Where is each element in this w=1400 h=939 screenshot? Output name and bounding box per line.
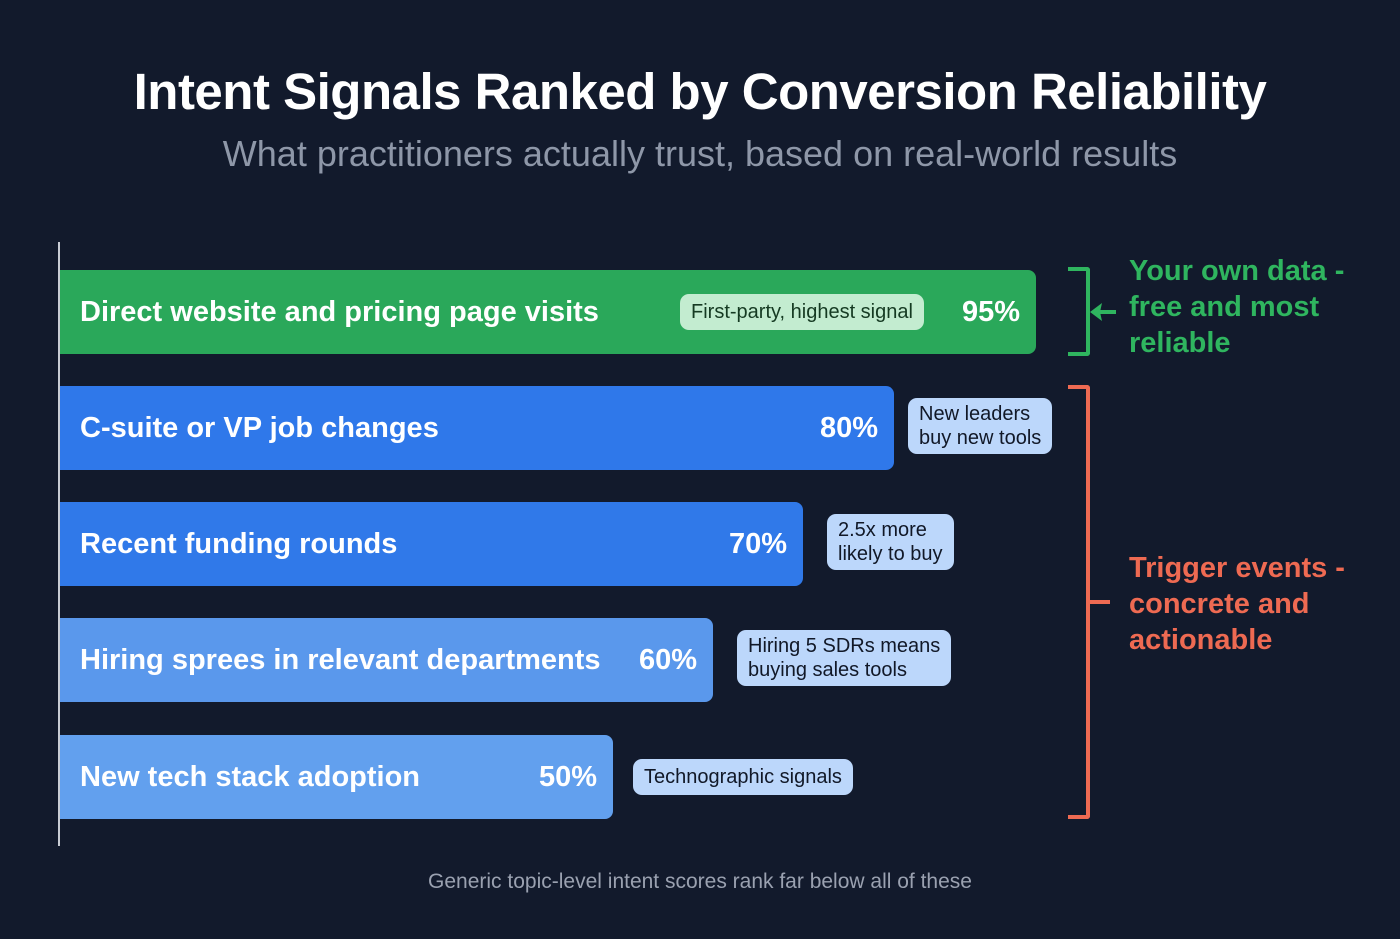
bar-value: 60% [638, 644, 697, 676]
bar-hiring-sprees: Hiring sprees in relevant departments 60… [60, 618, 713, 702]
tag-line: New leaders [919, 403, 1031, 425]
chart-title: Intent Signals Ranked by Conversion Reli… [133, 63, 1267, 120]
arrow-left-icon [1090, 303, 1116, 321]
bar-annotation-tag: Technographic signals [633, 759, 853, 795]
bar-tech-stack-adoption: New tech stack adoption 50% [60, 735, 613, 819]
footnote: Generic topic-level intent scores rank f… [428, 870, 972, 893]
bar-value: 95% [961, 296, 1020, 328]
note-line: actionable [1129, 624, 1273, 656]
bar-value: 70% [728, 528, 787, 560]
chart-subtitle: What practitioners actually trust, based… [222, 133, 1178, 174]
note-line: concrete and [1129, 588, 1310, 620]
bar-annotation-tag: First-party, highest signal [680, 294, 924, 330]
own-data-note: Your own data - free and most reliable [1129, 253, 1344, 361]
bar-label: Direct website and pricing page visits [80, 296, 599, 328]
note-line: free and most [1129, 291, 1320, 323]
note-line: reliable [1129, 327, 1231, 359]
bar-label: Recent funding rounds [80, 528, 398, 560]
trigger-events-note: Trigger events - concrete and actionable [1129, 550, 1345, 658]
own-data-bracket [1068, 267, 1090, 356]
bar-label: Hiring sprees in relevant departments [80, 644, 601, 676]
bar-value: 50% [538, 761, 597, 793]
bar-annotation-tag: 2.5x more likely to buy [827, 514, 954, 570]
bar-csuite-job-changes: C-suite or VP job changes 80% [60, 386, 894, 470]
bar-direct-website-visits: Direct website and pricing page visits F… [60, 270, 1036, 354]
tag-line: buying sales tools [748, 659, 907, 681]
bar-label: New tech stack adoption [80, 761, 421, 793]
bar-label: C-suite or VP job changes [80, 412, 439, 444]
tag-line: buy new tools [919, 427, 1042, 449]
tag-line: Hiring 5 SDRs means [748, 635, 941, 657]
bar-value: 80% [819, 412, 878, 444]
note-line: Trigger events - [1129, 552, 1345, 584]
bar-annotation-tag: New leaders buy new tools [908, 398, 1053, 454]
note-line: Your own data - [1129, 255, 1345, 287]
bar-annotation-tag: Hiring 5 SDRs means buying sales tools [737, 630, 952, 686]
tag-line: likely to buy [838, 543, 943, 565]
trigger-events-bracket [1068, 385, 1090, 819]
bracket-tick [1090, 600, 1110, 604]
bar-funding-rounds: Recent funding rounds 70% [60, 502, 803, 586]
y-axis-line [58, 242, 60, 846]
tag-line: 2.5x more [838, 519, 927, 541]
